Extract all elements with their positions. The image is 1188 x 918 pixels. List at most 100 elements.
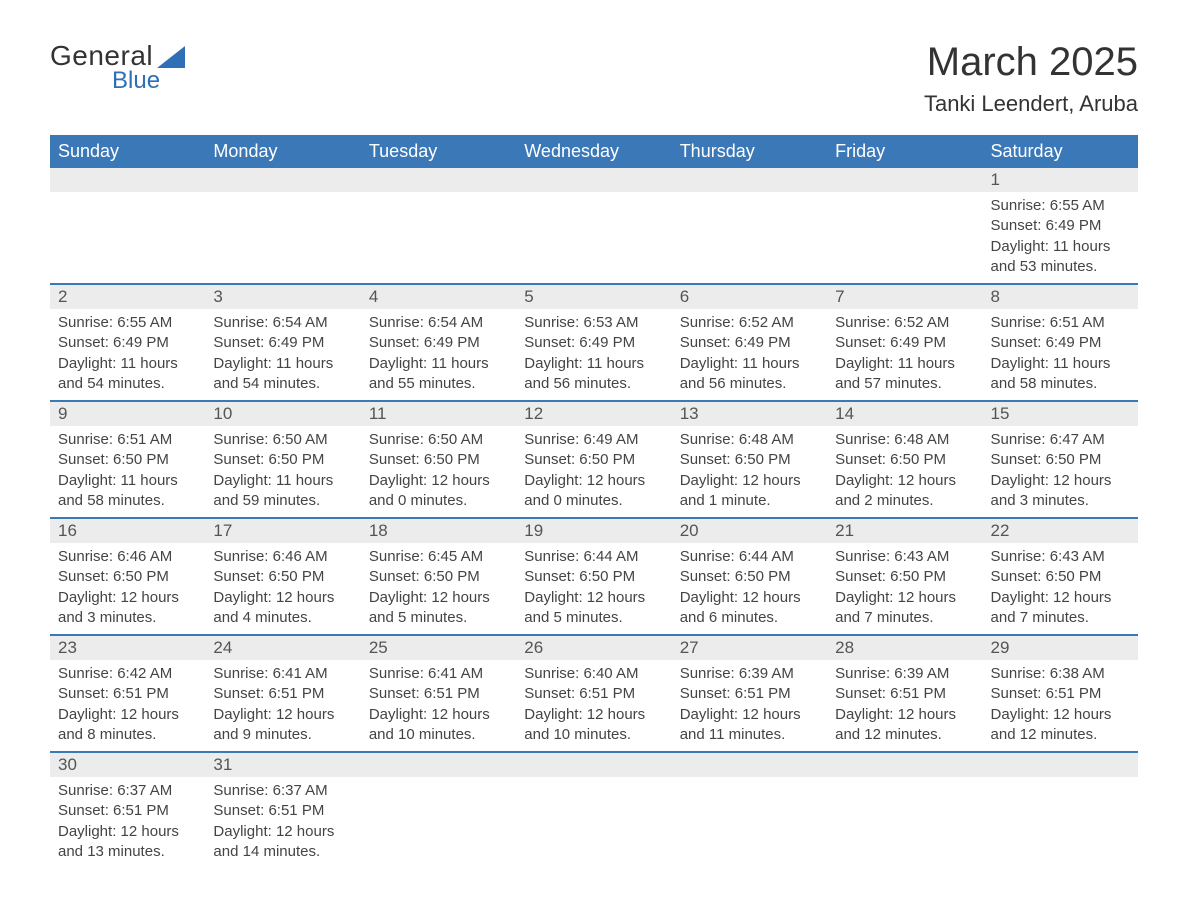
day-number: 31	[205, 752, 360, 777]
day-header: Sunday	[50, 135, 205, 168]
day-number: 14	[827, 401, 982, 426]
day-number: 6	[672, 284, 827, 309]
week-content-row: Sunrise: 6:55 AMSunset: 6:49 PMDaylight:…	[50, 309, 1138, 401]
day-header: Saturday	[983, 135, 1138, 168]
day-cell: Sunrise: 6:43 AMSunset: 6:50 PMDaylight:…	[983, 543, 1138, 635]
day-number	[827, 752, 982, 777]
day-cell: Sunrise: 6:37 AMSunset: 6:51 PMDaylight:…	[205, 777, 360, 868]
day-number: 17	[205, 518, 360, 543]
day-cell	[516, 192, 671, 284]
day-number: 13	[672, 401, 827, 426]
week-daynum-row: 2345678	[50, 284, 1138, 309]
week-content-row: Sunrise: 6:55 AMSunset: 6:49 PMDaylight:…	[50, 192, 1138, 284]
day-number: 7	[827, 284, 982, 309]
day-cell	[672, 777, 827, 868]
day-number: 27	[672, 635, 827, 660]
day-cell: Sunrise: 6:46 AMSunset: 6:50 PMDaylight:…	[50, 543, 205, 635]
day-header-row: Sunday Monday Tuesday Wednesday Thursday…	[50, 135, 1138, 168]
day-cell: Sunrise: 6:44 AMSunset: 6:50 PMDaylight:…	[672, 543, 827, 635]
day-header: Tuesday	[361, 135, 516, 168]
day-cell: Sunrise: 6:41 AMSunset: 6:51 PMDaylight:…	[205, 660, 360, 752]
day-cell: Sunrise: 6:42 AMSunset: 6:51 PMDaylight:…	[50, 660, 205, 752]
day-header: Friday	[827, 135, 982, 168]
day-number	[361, 752, 516, 777]
day-cell: Sunrise: 6:46 AMSunset: 6:50 PMDaylight:…	[205, 543, 360, 635]
day-number: 12	[516, 401, 671, 426]
day-cell	[983, 777, 1138, 868]
day-cell: Sunrise: 6:53 AMSunset: 6:49 PMDaylight:…	[516, 309, 671, 401]
day-cell: Sunrise: 6:55 AMSunset: 6:49 PMDaylight:…	[983, 192, 1138, 284]
location: Tanki Leendert, Aruba	[924, 91, 1138, 117]
day-number	[516, 168, 671, 192]
day-cell: Sunrise: 6:55 AMSunset: 6:49 PMDaylight:…	[50, 309, 205, 401]
week-daynum-row: 16171819202122	[50, 518, 1138, 543]
day-cell: Sunrise: 6:37 AMSunset: 6:51 PMDaylight:…	[50, 777, 205, 868]
day-number: 24	[205, 635, 360, 660]
day-number: 8	[983, 284, 1138, 309]
day-number	[50, 168, 205, 192]
week-daynum-row: 9101112131415	[50, 401, 1138, 426]
day-number	[672, 752, 827, 777]
day-number: 5	[516, 284, 671, 309]
day-cell: Sunrise: 6:50 AMSunset: 6:50 PMDaylight:…	[205, 426, 360, 518]
day-number	[361, 168, 516, 192]
day-cell	[205, 192, 360, 284]
day-cell	[516, 777, 671, 868]
day-number	[983, 752, 1138, 777]
day-number: 16	[50, 518, 205, 543]
title-block: March 2025 Tanki Leendert, Aruba	[924, 40, 1138, 117]
day-cell: Sunrise: 6:39 AMSunset: 6:51 PMDaylight:…	[827, 660, 982, 752]
day-cell: Sunrise: 6:49 AMSunset: 6:50 PMDaylight:…	[516, 426, 671, 518]
day-number: 21	[827, 518, 982, 543]
day-number: 20	[672, 518, 827, 543]
logo-text: General Blue	[50, 40, 185, 95]
logo: General Blue	[50, 40, 185, 95]
day-number: 29	[983, 635, 1138, 660]
day-number	[827, 168, 982, 192]
week-daynum-row: 23242526272829	[50, 635, 1138, 660]
day-number	[516, 752, 671, 777]
day-number: 15	[983, 401, 1138, 426]
day-number: 1	[983, 168, 1138, 192]
page-header: General Blue March 2025 Tanki Leendert, …	[50, 40, 1138, 117]
day-cell: Sunrise: 6:43 AMSunset: 6:50 PMDaylight:…	[827, 543, 982, 635]
day-number: 2	[50, 284, 205, 309]
day-number	[672, 168, 827, 192]
day-header: Wednesday	[516, 135, 671, 168]
day-cell	[827, 192, 982, 284]
day-number: 18	[361, 518, 516, 543]
day-cell: Sunrise: 6:44 AMSunset: 6:50 PMDaylight:…	[516, 543, 671, 635]
day-number: 26	[516, 635, 671, 660]
day-header: Thursday	[672, 135, 827, 168]
week-daynum-row: 3031	[50, 752, 1138, 777]
day-cell: Sunrise: 6:51 AMSunset: 6:49 PMDaylight:…	[983, 309, 1138, 401]
month-title: March 2025	[924, 40, 1138, 85]
day-cell	[50, 192, 205, 284]
day-number: 9	[50, 401, 205, 426]
week-content-row: Sunrise: 6:51 AMSunset: 6:50 PMDaylight:…	[50, 426, 1138, 518]
day-cell: Sunrise: 6:40 AMSunset: 6:51 PMDaylight:…	[516, 660, 671, 752]
day-cell: Sunrise: 6:48 AMSunset: 6:50 PMDaylight:…	[672, 426, 827, 518]
day-number: 28	[827, 635, 982, 660]
day-cell	[672, 192, 827, 284]
logo-line2: Blue	[112, 67, 185, 95]
day-number: 22	[983, 518, 1138, 543]
week-content-row: Sunrise: 6:37 AMSunset: 6:51 PMDaylight:…	[50, 777, 1138, 868]
day-cell	[361, 192, 516, 284]
day-number: 23	[50, 635, 205, 660]
day-cell	[827, 777, 982, 868]
day-header: Monday	[205, 135, 360, 168]
day-cell: Sunrise: 6:54 AMSunset: 6:49 PMDaylight:…	[361, 309, 516, 401]
day-cell: Sunrise: 6:54 AMSunset: 6:49 PMDaylight:…	[205, 309, 360, 401]
day-cell: Sunrise: 6:50 AMSunset: 6:50 PMDaylight:…	[361, 426, 516, 518]
day-cell: Sunrise: 6:48 AMSunset: 6:50 PMDaylight:…	[827, 426, 982, 518]
week-content-row: Sunrise: 6:42 AMSunset: 6:51 PMDaylight:…	[50, 660, 1138, 752]
calendar-table: Sunday Monday Tuesday Wednesday Thursday…	[50, 135, 1138, 868]
day-cell: Sunrise: 6:38 AMSunset: 6:51 PMDaylight:…	[983, 660, 1138, 752]
day-cell: Sunrise: 6:41 AMSunset: 6:51 PMDaylight:…	[361, 660, 516, 752]
day-number: 11	[361, 401, 516, 426]
day-number: 3	[205, 284, 360, 309]
day-cell: Sunrise: 6:47 AMSunset: 6:50 PMDaylight:…	[983, 426, 1138, 518]
day-number: 25	[361, 635, 516, 660]
day-cell: Sunrise: 6:45 AMSunset: 6:50 PMDaylight:…	[361, 543, 516, 635]
